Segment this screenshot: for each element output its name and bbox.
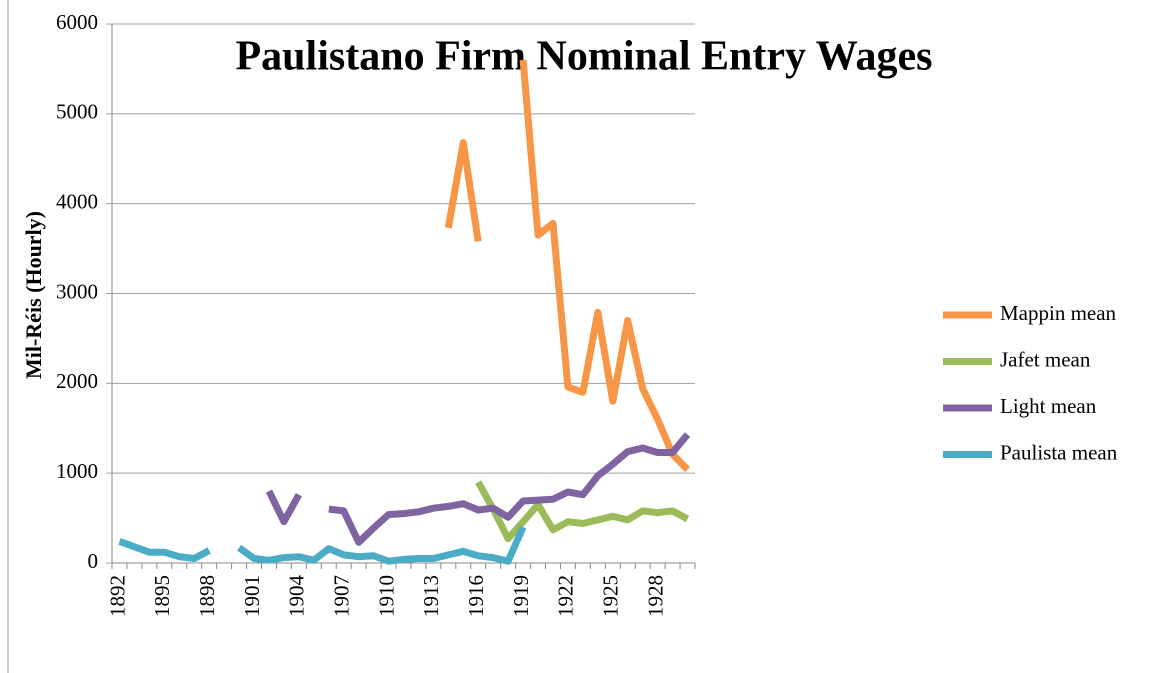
- y-tick-label: 6000: [56, 10, 98, 34]
- legend-label: Jafet mean: [1000, 347, 1091, 371]
- legend-label: Light mean: [1000, 394, 1097, 418]
- series-line: [475, 480, 690, 543]
- y-tick-label: 1000: [56, 459, 98, 483]
- y-tick-label: 2000: [56, 369, 98, 393]
- x-tick-label: 1925: [599, 575, 623, 617]
- y-tick-label: 4000: [56, 189, 98, 213]
- series-line: [265, 432, 691, 546]
- legend-label: Paulista mean: [1000, 440, 1118, 464]
- x-tick-label: 1928: [643, 575, 667, 617]
- x-tick-label: 1913: [419, 575, 443, 617]
- x-tick-label: 1892: [105, 575, 129, 617]
- x-tick-label: 1907: [330, 575, 354, 617]
- x-tick-label: 1919: [509, 575, 533, 617]
- x-tick-label: 1916: [464, 575, 488, 617]
- x-tick-label: 1910: [374, 575, 398, 617]
- x-tick-label: 1898: [195, 575, 219, 617]
- y-tick-label: 0: [88, 549, 99, 573]
- y-tick-label: 5000: [56, 100, 98, 124]
- x-tick-label: 1895: [150, 575, 174, 617]
- y-axis-label: Mil-Réis (Hourly): [21, 211, 46, 379]
- series-line: [118, 525, 527, 565]
- legend-label: Mappin mean: [1000, 301, 1117, 325]
- x-tick-label: 1901: [240, 575, 264, 617]
- y-tick-label: 3000: [56, 279, 98, 303]
- x-tick-label: 1922: [554, 575, 578, 617]
- x-tick-label: 1904: [285, 575, 309, 618]
- chart-title: Paulistano Firm Nominal Entry Wages: [236, 34, 933, 80]
- series-line: [444, 59, 691, 473]
